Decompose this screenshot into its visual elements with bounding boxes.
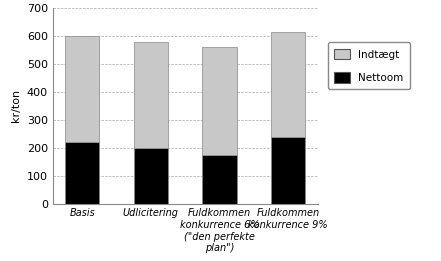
Bar xyxy=(65,142,99,204)
Bar xyxy=(134,148,168,204)
Bar xyxy=(65,36,99,142)
Bar xyxy=(271,137,306,204)
Bar xyxy=(134,42,168,148)
Bar xyxy=(202,155,237,204)
Bar xyxy=(202,47,237,155)
Y-axis label: kr/ton: kr/ton xyxy=(11,89,21,122)
Legend: Indtægt, Nettoom: Indtægt, Nettoom xyxy=(328,42,410,89)
Bar xyxy=(271,32,306,137)
